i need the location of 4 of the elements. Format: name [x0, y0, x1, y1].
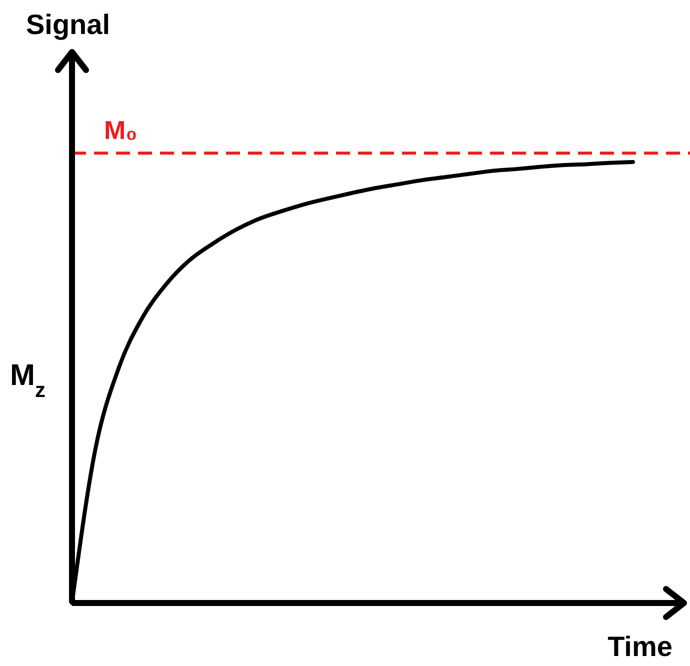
- ref-line-label: M₀: [104, 115, 138, 146]
- text: M$_{z}$: [10, 359, 46, 402]
- x-axis-title: Time: [608, 631, 672, 662]
- y-axis-title: Signal: [26, 9, 110, 40]
